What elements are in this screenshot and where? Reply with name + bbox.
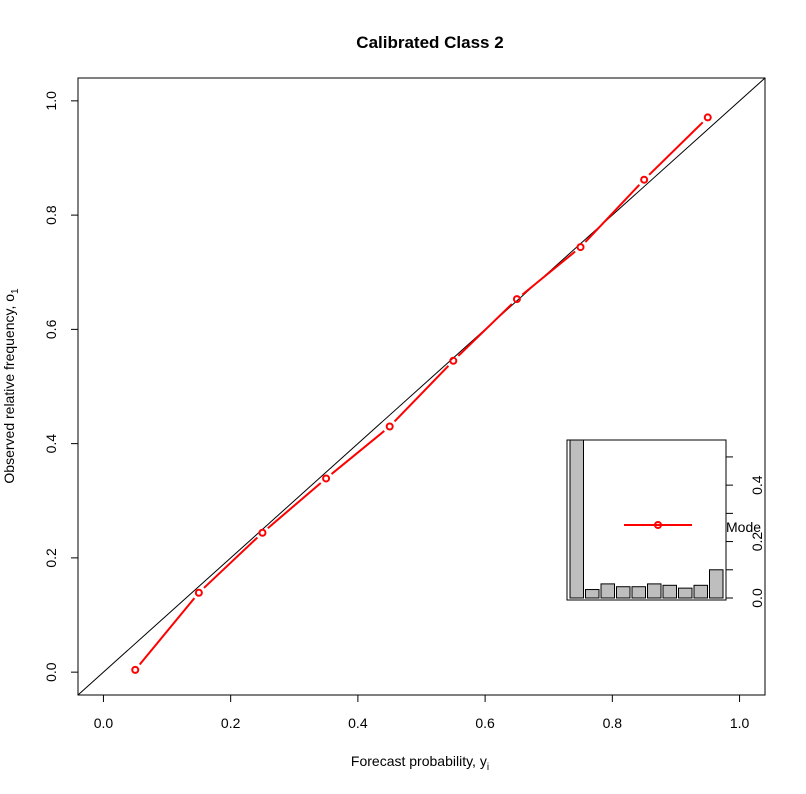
legend: Mode (624, 519, 761, 535)
y-axis-label: Observed relative frequency, o1 (1, 288, 21, 484)
plot-frame (77, 77, 766, 696)
series-segment (267, 482, 322, 529)
inset-bar (600, 583, 615, 599)
inset-bar (585, 589, 600, 599)
inset-bar (647, 583, 662, 599)
inset-bar (693, 584, 708, 599)
inset-bar (616, 586, 631, 599)
inset-tick-label: 0.0 (749, 588, 765, 608)
series-point (385, 422, 394, 431)
y-tick-label: 1.0 (43, 91, 59, 111)
y-tick-label: 0.2 (43, 548, 59, 568)
y-tick-label: 0.0 (43, 662, 59, 682)
series-segment (457, 303, 513, 357)
model-series-lines (138, 121, 704, 666)
inset-bar (631, 586, 646, 599)
series-point (449, 356, 458, 365)
x-tick-label: 0.2 (221, 715, 241, 731)
series-point (640, 175, 649, 184)
inset-histogram: 0.0 0.2 0.4 (566, 439, 765, 608)
x-tick-label: 0.8 (603, 715, 623, 731)
legend-marker (654, 521, 662, 529)
inset-bar (709, 569, 724, 599)
x-tick-label: 0.6 (475, 715, 495, 731)
series-point (576, 243, 585, 252)
chart-title: Calibrated Class 2 (356, 33, 503, 52)
series-segment (521, 250, 576, 296)
series-point (703, 113, 712, 122)
x-tick-label: 0.0 (94, 715, 114, 731)
series-segment (393, 365, 450, 423)
y-tick-label: 0.6 (43, 319, 59, 339)
inset-bar (662, 584, 677, 599)
series-point (512, 295, 521, 304)
y-tick-label: 0.4 (43, 434, 59, 454)
y-axis: 0.0 0.2 0.4 0.6 0.8 1.0 (43, 91, 78, 682)
series-segment (648, 121, 704, 176)
series-segment (138, 597, 196, 666)
series-segment (584, 184, 641, 243)
model-series-points (131, 113, 712, 674)
series-point (258, 528, 267, 537)
legend-label: Mode (726, 519, 761, 535)
inset-frame (566, 439, 727, 601)
inset-tick-label: 0.2 (749, 532, 765, 552)
inset-y-axis: 0.0 0.2 0.4 (725, 456, 765, 608)
series-point (131, 665, 140, 674)
series-segment (330, 430, 385, 475)
series-segment (203, 536, 259, 589)
inset-bar (569, 439, 584, 599)
diagonal-reference-line (77, 77, 766, 696)
x-axis: 0.0 0.2 0.4 0.6 0.8 1.0 (94, 695, 750, 731)
x-tick-label: 0.4 (348, 715, 368, 731)
inset-tick-label: 0.4 (749, 475, 765, 495)
x-axis-label: Forecast probability, yi (351, 753, 489, 773)
series-point (194, 588, 203, 597)
x-tick-label: 1.0 (730, 715, 750, 731)
series-point (322, 474, 331, 483)
inset-bar (678, 587, 693, 599)
y-tick-label: 0.8 (43, 205, 59, 225)
